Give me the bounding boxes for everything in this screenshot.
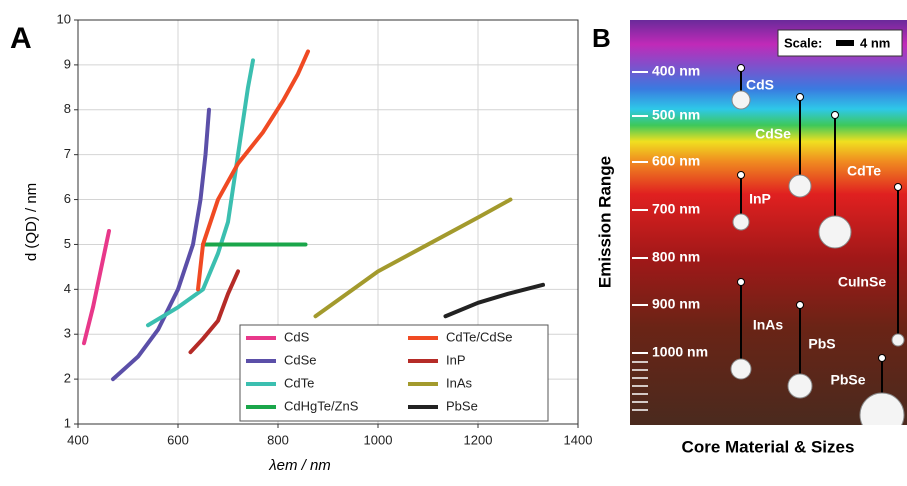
legend-box	[239, 324, 549, 422]
y-axis-title: Emission Range	[595, 156, 614, 288]
series-line	[82, 228, 111, 346]
dot-core	[731, 90, 751, 110]
dot-anchor	[737, 171, 745, 179]
legend-label: PbSe	[446, 398, 478, 413]
scale-label: Scale:	[784, 35, 822, 50]
x-axis-title: Core Material & Sizes	[682, 437, 855, 456]
wavelength-label: 700 nm	[652, 201, 700, 217]
x-tick-label: 1000	[364, 432, 393, 447]
material-label: InP	[749, 191, 771, 207]
panel-label: B	[592, 23, 611, 53]
y-tick-label: 8	[64, 101, 71, 116]
y-tick-label: 3	[64, 326, 71, 341]
dot-anchor	[831, 111, 839, 119]
y-tick-label: 5	[64, 236, 71, 251]
scale-size: 4 nm	[860, 35, 890, 50]
legend-label: CdTe	[284, 375, 314, 390]
material-label: CdTe	[847, 163, 881, 179]
dot-anchor	[796, 93, 804, 101]
dot-core	[730, 358, 752, 380]
dot-anchor	[737, 64, 745, 72]
material-label: PbSe	[830, 372, 865, 388]
wavelength-label: 400 nm	[652, 63, 700, 79]
y-tick-label: 9	[64, 56, 71, 71]
legend-label: CdTe/CdSe	[446, 329, 512, 344]
panel-a: A λem / nm d (QD) / nm 1 2 3 4 5 6 7 8 9 10 400 600…	[10, 11, 592, 474]
wavelength-label: 500 nm	[652, 107, 700, 123]
x-tick-label: 400	[67, 432, 89, 447]
material-label: PbS	[808, 336, 835, 352]
material-label: CuInSe	[838, 274, 886, 290]
x-tick-label: 800	[267, 432, 289, 447]
dot-anchor	[894, 183, 902, 191]
spectrum	[630, 20, 907, 425]
wavelength-label: 600 nm	[652, 153, 700, 169]
y-tick-label: 1	[64, 415, 71, 430]
panel-b: B Emission Range Core Material & Sizes S…	[592, 20, 907, 456]
y-axis-title: d (QD) / nm	[23, 183, 40, 261]
x-tick-label: 600	[167, 432, 189, 447]
y-tick-label: 6	[64, 191, 71, 206]
dot-core	[788, 174, 812, 198]
legend-label: CdHgTe/ZnS	[284, 398, 359, 413]
y-tick-label: 2	[64, 371, 71, 386]
wavelength-label: 1000 nm	[652, 344, 708, 360]
dot-core	[818, 215, 852, 249]
dot-anchor	[796, 301, 804, 309]
series-line	[146, 58, 255, 328]
series-line	[111, 107, 211, 382]
material-label: InAs	[753, 317, 784, 333]
material-label: CdSe	[755, 126, 791, 142]
dot-anchor	[878, 354, 886, 362]
x-axis-title: λem / nm	[268, 457, 331, 474]
dot-anchor	[737, 278, 745, 286]
dot-core	[859, 392, 905, 425]
material-label: CdS	[746, 77, 774, 93]
legend-label: InP	[446, 352, 466, 367]
x-tick-label: 1400	[564, 432, 593, 447]
legend-label: CdS	[284, 329, 310, 344]
legend-label: CdSe	[284, 352, 317, 367]
dot-core	[787, 373, 813, 399]
panel-label: A	[10, 22, 32, 55]
wavelength-label: 800 nm	[652, 249, 700, 265]
series-line	[443, 282, 545, 319]
wavelength-label: 900 nm	[652, 296, 700, 312]
plot-frame	[77, 19, 579, 425]
x-tick-label: 1200	[464, 432, 493, 447]
series-line	[188, 269, 240, 355]
y-tick-label: 10	[57, 11, 71, 26]
quantum-dots	[730, 64, 905, 425]
dot-core	[732, 213, 750, 231]
series-line	[196, 49, 310, 292]
series-line	[313, 197, 513, 319]
legend-label: InAs	[446, 375, 473, 390]
y-tick-label: 4	[64, 281, 71, 296]
dot-core	[891, 333, 905, 347]
scale-bar	[836, 40, 854, 46]
y-tick-label: 7	[64, 146, 71, 161]
